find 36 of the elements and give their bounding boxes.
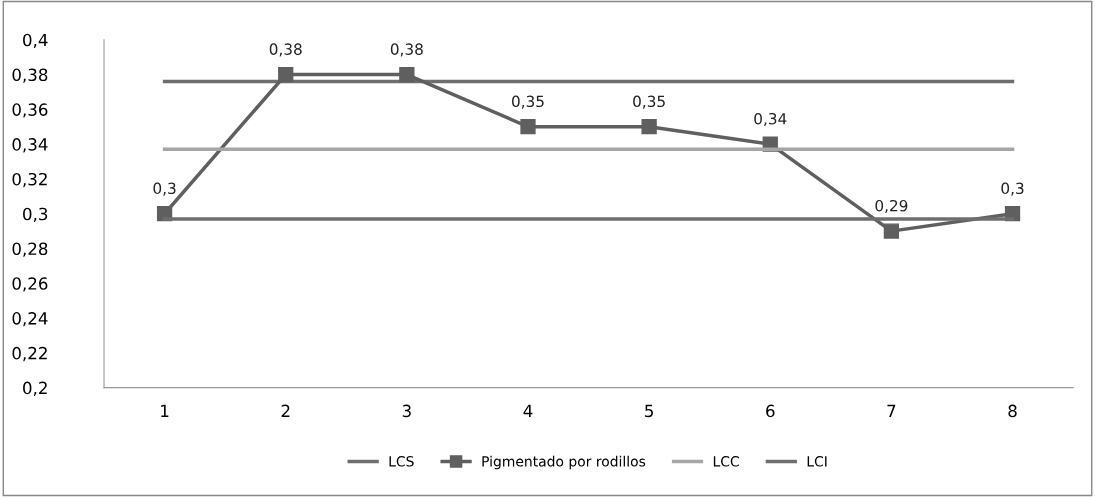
data-label: 0,38 [269, 43, 302, 57]
y-tick-label: 0,22 [12, 346, 47, 362]
data-label: 0,34 [754, 112, 787, 127]
y-tick-label: 0,3 [23, 207, 48, 222]
y-tick-label: 0,34 [12, 138, 48, 153]
x-tick-label: 1 [161, 404, 169, 417]
data-label: 0,3 [1001, 182, 1024, 196]
legend-label: LCC [713, 456, 739, 467]
x-tick-label: 6 [766, 404, 775, 418]
x-tick-label: 5 [645, 404, 653, 418]
x-tick-label: 2 [281, 404, 290, 417]
y-tick-label: 0,38 [12, 68, 48, 83]
legend-label: Pigmentado por rodillos [482, 455, 646, 470]
y-tick-label: 0,2 [23, 381, 47, 396]
data-label: 0,29 [875, 199, 908, 214]
y-tick-label: 0,4 [23, 33, 48, 49]
point [399, 66, 415, 83]
x-tick-label: 3 [402, 404, 411, 418]
data-label: 0,38 [390, 43, 423, 57]
point [278, 66, 294, 83]
legend-label: LCI [807, 456, 827, 467]
y-tick-label: 0,32 [12, 172, 47, 188]
data-label: 0,3 [153, 182, 176, 196]
data-label: 0,35 [633, 95, 665, 109]
y-tick-label: 0,24 [12, 312, 48, 327]
x-tick-label: 4 [523, 404, 533, 417]
data-label: 0,35 [511, 95, 544, 109]
x-tick-label: 8 [1008, 404, 1017, 418]
point [883, 223, 900, 239]
point [641, 119, 657, 135]
y-tick-label: 0,26 [12, 277, 48, 292]
point [520, 119, 536, 135]
y-tick-label: 0,28 [12, 242, 48, 257]
y-tick-label: 0,36 [12, 103, 48, 118]
legend-label: LCS [389, 456, 414, 467]
x-tick-label: 7 [887, 404, 896, 417]
